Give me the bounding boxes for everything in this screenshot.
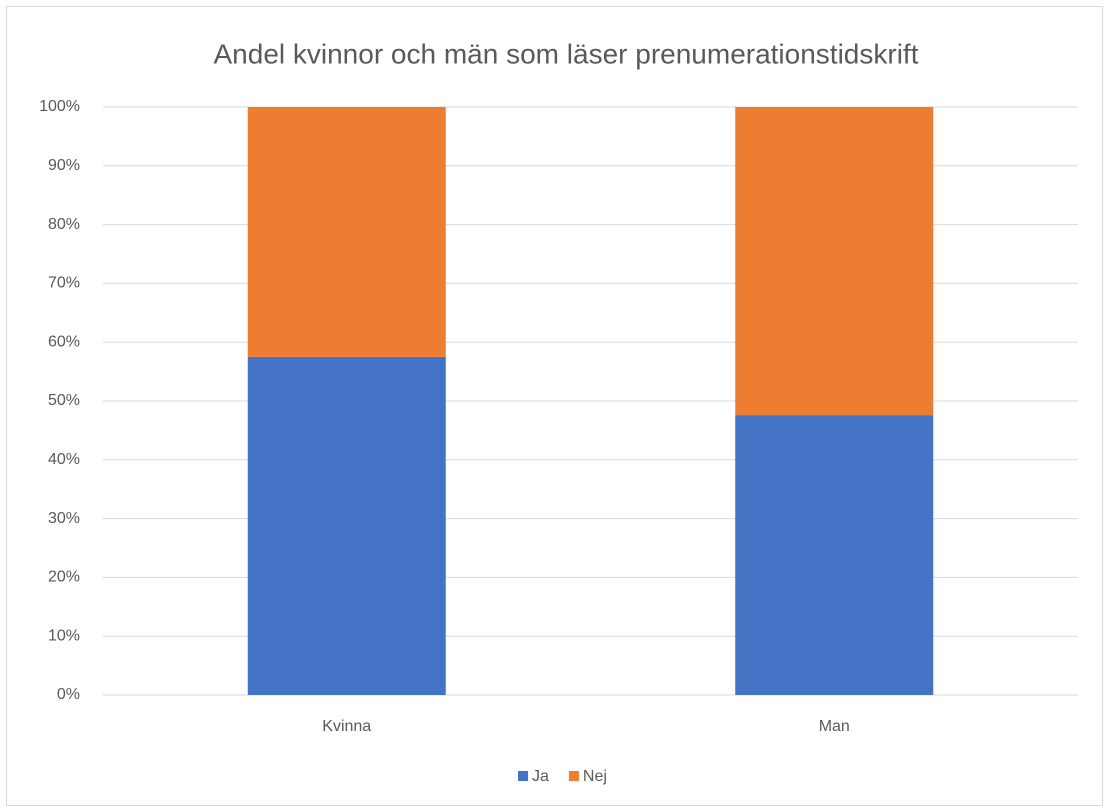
bar-segment — [735, 107, 934, 416]
chart-title: Andel kvinnor och män som läser prenumer… — [214, 38, 919, 69]
chart-border — [6, 6, 1103, 806]
y-tick-label: 20% — [48, 569, 80, 586]
bar-segment — [247, 356, 446, 695]
legend-swatch — [518, 771, 528, 781]
y-tick-label: 40% — [48, 451, 80, 468]
y-tick-label: 0% — [57, 686, 80, 703]
legend-label: Ja — [532, 768, 549, 785]
y-tick-label: 50% — [48, 392, 80, 409]
y-tick-label: 90% — [48, 157, 80, 174]
y-tick-label: 70% — [48, 275, 80, 292]
y-tick-label: 80% — [48, 216, 80, 233]
legend-label: Nej — [583, 768, 607, 785]
y-tick-label: 60% — [48, 333, 80, 350]
y-tick-label: 30% — [48, 510, 80, 527]
y-tick-label: 10% — [48, 627, 80, 644]
legend-swatch — [568, 771, 579, 781]
y-tick-label: 100% — [39, 98, 80, 115]
x-tick-label: Man — [819, 718, 850, 735]
bar-segment — [247, 107, 446, 357]
bar-segment — [735, 415, 934, 695]
x-tick-label: Kvinna — [322, 718, 371, 735]
